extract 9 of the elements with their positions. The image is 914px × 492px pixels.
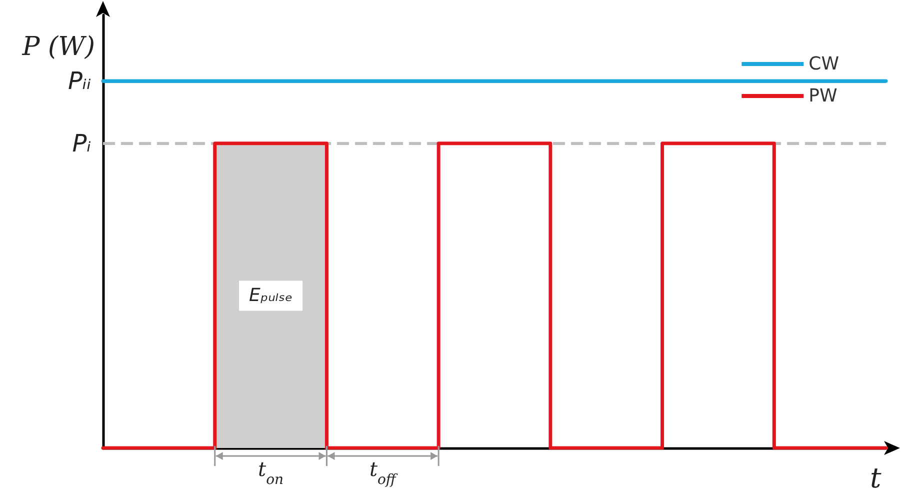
y-axis-title: P (W): [21, 32, 95, 62]
ref-line-label: Pᵢ: [72, 129, 91, 158]
ref-line-label: Pᵢᵢ: [68, 67, 91, 96]
text: t$_{off}$: [369, 457, 398, 488]
series-label: Eₚᵤₗₛₑ: [248, 285, 293, 306]
text: t$_{on}$: [258, 457, 284, 488]
legend-label: PW: [808, 86, 838, 106]
legend-label: CW: [808, 54, 840, 74]
x-axis-title: t: [870, 462, 882, 492]
